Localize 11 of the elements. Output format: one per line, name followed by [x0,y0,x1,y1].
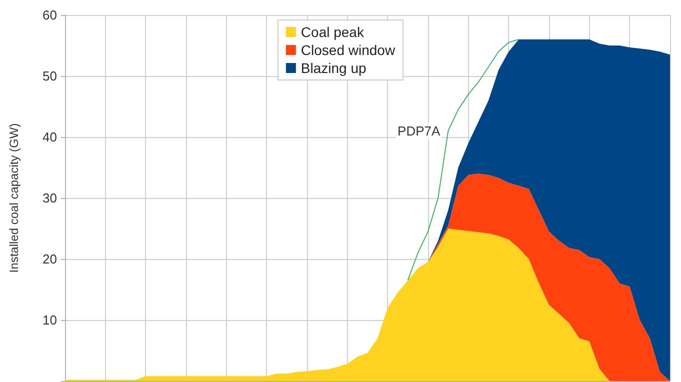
y-tick-label: 60 [42,8,57,22]
legend-label: Blazing up [300,60,367,76]
y-tick-label: 40 [42,130,57,144]
y-tick-label: 10 [42,312,57,328]
y-tick-label: 30 [42,190,57,206]
y-tick-label: 50 [42,68,57,84]
legend-label: Closed window [300,42,396,58]
y-tick-label: 20 [42,252,57,266]
y-axis-title: Installed coal capacity (GW) [7,123,21,273]
series-label: PDP7A [398,123,440,138]
legend-label: Coal peak [300,24,365,40]
